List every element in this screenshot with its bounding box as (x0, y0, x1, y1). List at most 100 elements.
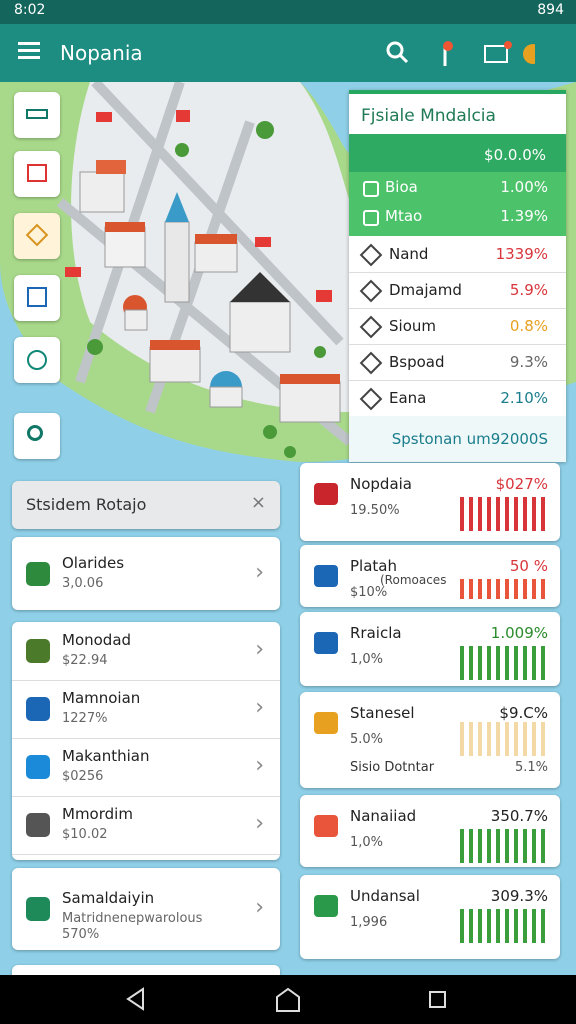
row-value: 1.00% (500, 178, 548, 196)
card-subtitle: 5.0% (350, 732, 384, 747)
chevron: › (255, 811, 264, 836)
panel-title: Fjsiale Mndalcia (361, 106, 496, 126)
footer-text: Spstonan um92000S (391, 430, 548, 448)
card-value: 1.009% (490, 624, 548, 642)
map-button[interactable] (14, 337, 60, 383)
card-value: 50 % (509, 557, 548, 575)
panel-header: Fjsiale Mndalcia $0.0.0% (349, 90, 566, 176)
metric-card[interactable]: Platah $10% 50 % (Romoaces (300, 545, 560, 607)
card-footer: Sisio Dotntar (350, 760, 435, 775)
item-icon (26, 561, 50, 586)
metric-card[interactable]: Nopdaia 19.50% $027% (300, 463, 560, 541)
list-item[interactable]: Makanthian $0256 › (12, 738, 280, 797)
item-title: Samaldaiyin (62, 889, 155, 907)
row-icon (359, 351, 383, 375)
panel-row: Sioum 0.8% (349, 308, 566, 345)
app-bar: Nopania (0, 24, 576, 82)
list-item[interactable]: Mamnoian 1227% › (12, 680, 280, 739)
panel-footer: Spstonan um92000S (349, 416, 566, 462)
row-icon (359, 387, 383, 411)
panel-row: Nand 1339% (349, 236, 566, 273)
card-icon (314, 483, 338, 505)
row-label: Mtao (385, 207, 423, 225)
list-item[interactable]: Mmordim $10.02 › (12, 796, 280, 855)
item-subtitle: 3,0.06 (62, 575, 104, 591)
map-button[interactable] (14, 213, 60, 259)
toolbar-icons[interactable] (385, 40, 535, 68)
card-title: Undansal (350, 887, 420, 905)
card-value: 309.3% (490, 887, 548, 905)
item-detail: 570% (62, 927, 100, 942)
item-title: Mamnoian (62, 689, 141, 707)
row-label: Eana (389, 389, 427, 407)
row-value: 2.10% (500, 389, 548, 407)
item-title: Monodad (62, 631, 132, 649)
chevron: › (255, 695, 264, 720)
close-button[interactable]: × (250, 492, 266, 513)
list-card[interactable]: Samaldaiyin Matridnenepwarolous 570% › (12, 868, 280, 950)
nav-buttons[interactable] (0, 975, 576, 1024)
card-title: Nopdaia (350, 475, 412, 493)
battery: 894 (537, 2, 564, 18)
map-button[interactable] (14, 151, 60, 197)
search-button[interactable] (14, 413, 60, 459)
row-icon (363, 181, 379, 197)
card-subtitle: 1,0% (350, 835, 384, 850)
card-title: Rraicla (350, 624, 402, 642)
card-icon (314, 565, 338, 587)
list-item[interactable]: Samaldaiyin Matridnenepwarolous 570% › (12, 868, 280, 950)
item-icon (26, 639, 50, 663)
row-label: Dmajamd (389, 281, 462, 299)
row-icon (359, 279, 383, 303)
item-title: Makanthian (62, 747, 150, 765)
menu-button[interactable] (18, 42, 40, 45)
metric-card[interactable]: Stanesel 5.0% $9.C% Sisio Dotntar 5.1% (300, 692, 560, 788)
item-title: Mmordim (62, 805, 133, 823)
row-value: 0.8% (509, 317, 548, 335)
highlight-rows: Bioa 1.00% Mtao 1.39% (349, 172, 566, 236)
card-icon (314, 895, 338, 917)
row-label: Sioum (389, 317, 436, 335)
panel-row: Bspoad 9.3% (349, 344, 566, 381)
mini-bars (460, 497, 548, 531)
item-subtitle: $10.02 (62, 827, 108, 842)
item-icon (26, 813, 50, 837)
list-item[interactable]: Monodad $22.94 › (12, 622, 280, 681)
row-icon (359, 243, 383, 267)
mini-bars (460, 722, 548, 756)
list-title: Stsidem Rotajo (26, 495, 147, 514)
card-title: Platah (350, 557, 397, 575)
mini-bars (460, 829, 548, 863)
metric-card[interactable]: Nanaiiad 1,0% 350.7% (300, 795, 560, 867)
row-value: 5.9% (509, 281, 548, 299)
metric-card[interactable]: Undansal 1,996 309.3% (300, 875, 560, 959)
buildings (79, 160, 341, 423)
row-value: 1.39% (500, 207, 548, 225)
item-subtitle: $0256 (62, 769, 104, 784)
row-label: Nand (389, 245, 429, 263)
item-icon (26, 897, 50, 921)
card-note: (Romoaces (380, 573, 447, 587)
list-item[interactable]: Olarides 3,0.06 › (12, 537, 280, 610)
item-subtitle: 1227% (62, 711, 108, 726)
chevron: › (255, 637, 264, 662)
app-title: Nopania (60, 41, 143, 65)
item-title: Olarides (62, 553, 125, 572)
panel-rows: Nand 1339% Dmajamd 5.9% Sioum 0.8% Bspoad 9.3% E… (349, 236, 566, 417)
card-value: $027% (495, 475, 548, 493)
map-button[interactable] (14, 92, 60, 138)
time: 8:02 (14, 2, 46, 18)
card-subtitle: 1,0% (350, 652, 384, 667)
list-card[interactable]: Olarides 3,0.06 › (12, 537, 280, 610)
card-icon (314, 815, 338, 837)
map-button[interactable] (14, 275, 60, 321)
card-icon (314, 632, 338, 654)
card-footer-value: 5.1% (514, 760, 548, 775)
card-value: 350.7% (490, 807, 548, 825)
row-icon (359, 315, 383, 339)
chevron: › (255, 559, 264, 585)
chevron: › (255, 895, 264, 920)
item-icon (26, 697, 50, 721)
metric-card[interactable]: Rraicla 1,0% 1.009% (300, 612, 560, 686)
